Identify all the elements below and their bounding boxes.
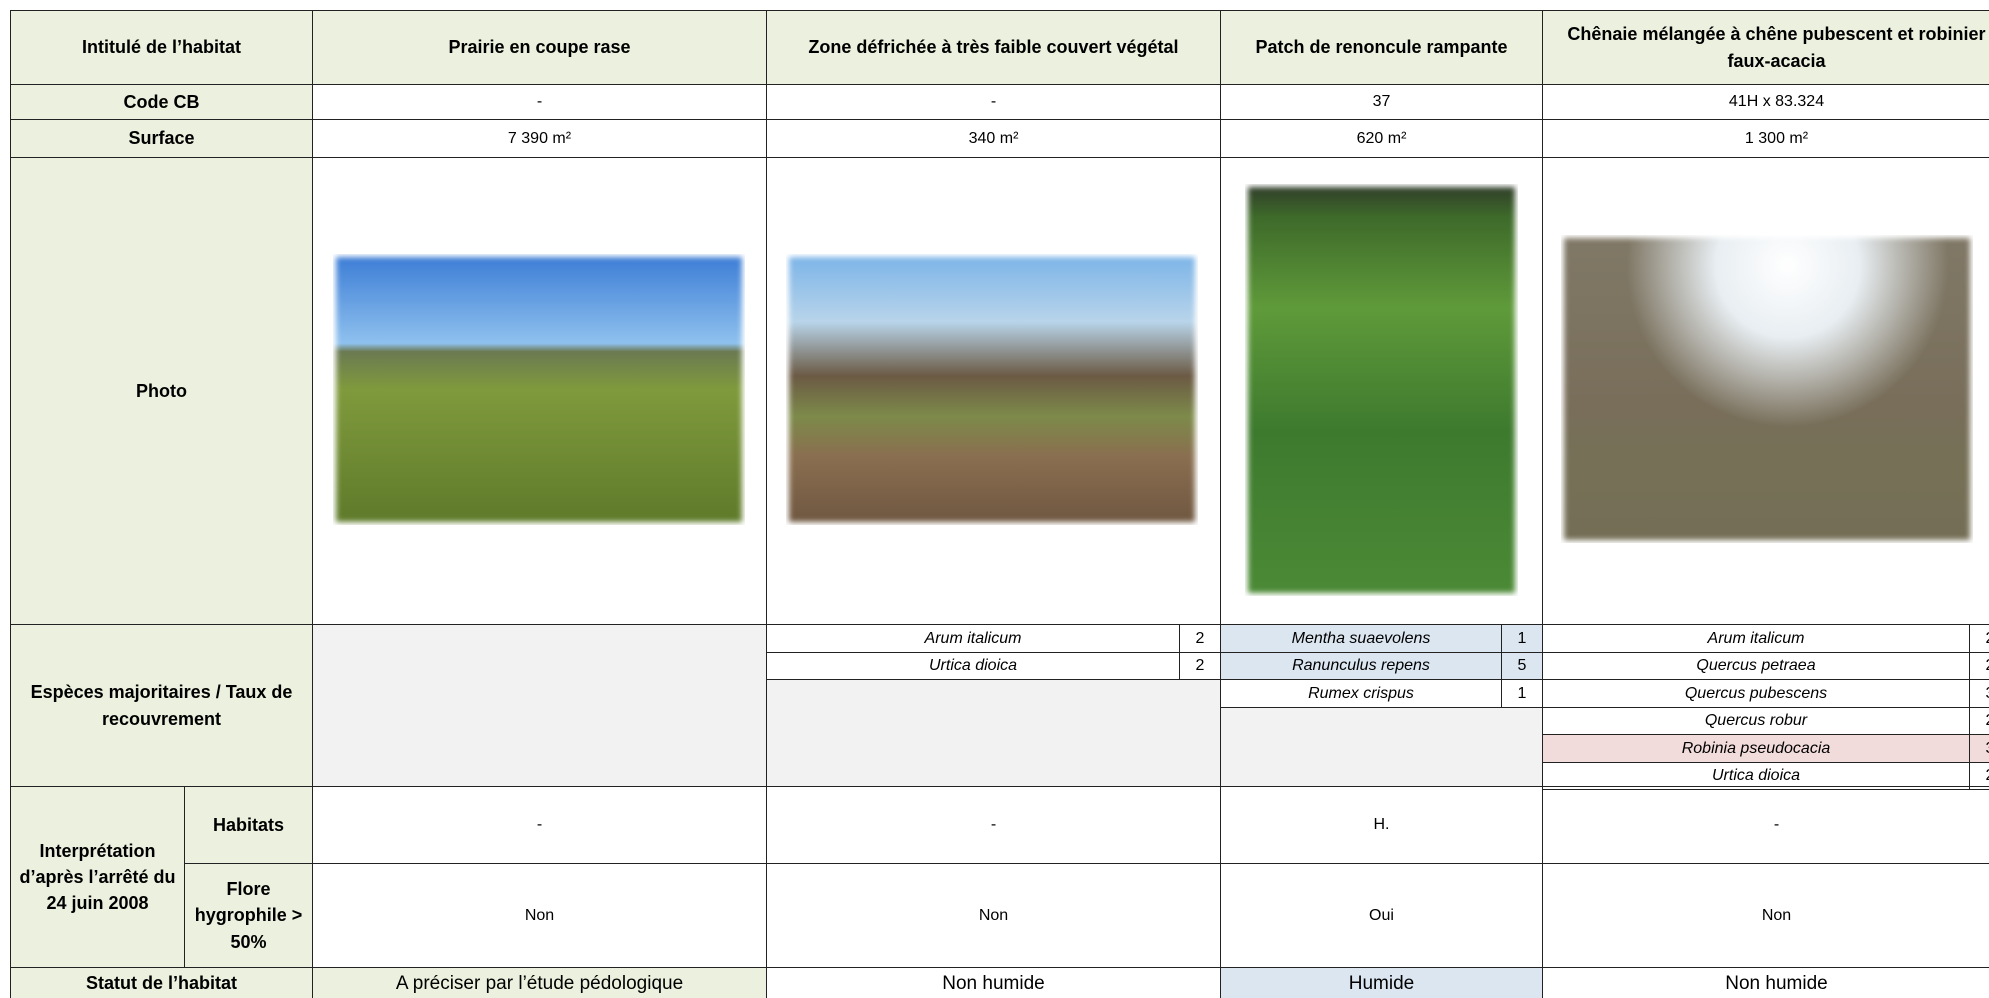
row-label: Surface bbox=[10, 119, 313, 158]
habitats-value: - bbox=[312, 786, 767, 864]
flore-value: Non bbox=[1542, 863, 1989, 968]
row-label: Flore hygrophile > 50% bbox=[184, 863, 313, 968]
photo bbox=[1245, 184, 1518, 596]
species-cover: 2 bbox=[1179, 624, 1221, 653]
species-cover: 1 bbox=[1501, 624, 1543, 653]
row-label: Photo bbox=[10, 157, 313, 625]
statut-value: Humide bbox=[1220, 967, 1543, 998]
statut-value: A préciser par l’étude pédologique bbox=[312, 967, 767, 998]
species-name: Quercus pubescens bbox=[1542, 679, 1970, 708]
statut-value: Non humide bbox=[1542, 967, 1989, 998]
habitats-value: H. bbox=[1220, 786, 1543, 864]
column-title: Chênaie mélangée à chêne pubescent et ro… bbox=[1542, 10, 1989, 85]
flore-value: Non bbox=[766, 863, 1221, 968]
species-name: Arum italicum bbox=[1542, 624, 1970, 653]
surface: 7 390 m² bbox=[312, 119, 767, 158]
empty-cell bbox=[312, 624, 767, 787]
species-name: Quercus petraea bbox=[1542, 651, 1970, 680]
row-label: Habitats bbox=[184, 786, 313, 864]
surface: 340 m² bbox=[766, 119, 1221, 158]
column-title: Prairie en coupe rase bbox=[312, 10, 767, 85]
statut-value: Non humide bbox=[766, 967, 1221, 998]
species-name: Urtica dioica bbox=[766, 651, 1180, 680]
flore-value: Non bbox=[312, 863, 767, 968]
row-label: Code CB bbox=[10, 84, 313, 120]
surface: 620 m² bbox=[1220, 119, 1543, 158]
habitats-value: - bbox=[1542, 786, 1989, 864]
row-label: Intitulé de l’habitat bbox=[10, 10, 313, 85]
habitats-value: - bbox=[766, 786, 1221, 864]
code-cb: - bbox=[312, 84, 767, 120]
species-name: Robinia pseudocacia bbox=[1542, 734, 1970, 763]
empty-cell bbox=[766, 679, 1221, 787]
species-cover: 1 bbox=[1501, 679, 1543, 708]
species-cover: 3 bbox=[1969, 734, 1989, 763]
code-cb: 41H x 83.324 bbox=[1542, 84, 1989, 120]
row-label: Interprétation d’après l’arrêté du 24 ju… bbox=[10, 786, 185, 968]
species-cover: 2 bbox=[1969, 624, 1989, 653]
photo bbox=[1561, 235, 1973, 543]
species-cover: 5 bbox=[1501, 651, 1543, 680]
species-cover: 2 bbox=[1969, 706, 1989, 735]
column-title: Patch de renoncule rampante bbox=[1220, 10, 1543, 85]
photo bbox=[786, 254, 1198, 525]
code-cb: 37 bbox=[1220, 84, 1543, 120]
species-name: Ranunculus repens bbox=[1220, 651, 1502, 680]
species-name: Rumex crispus bbox=[1220, 679, 1502, 708]
species-cover: 2 bbox=[1969, 761, 1989, 790]
flore-value: Oui bbox=[1220, 863, 1543, 968]
species-cover: 3 bbox=[1969, 679, 1989, 708]
column-title: Zone défrichée à très faible couvert vég… bbox=[766, 10, 1221, 85]
empty-cell bbox=[1220, 706, 1543, 787]
photo bbox=[333, 254, 745, 525]
row-label: Espèces majoritaires / Taux de recouvrem… bbox=[10, 624, 313, 787]
surface: 1 300 m² bbox=[1542, 119, 1989, 158]
code-cb: - bbox=[766, 84, 1221, 120]
row-label: Statut de l’habitat bbox=[10, 967, 313, 998]
species-cover: 2 bbox=[1179, 651, 1221, 680]
species-name: Quercus robur bbox=[1542, 706, 1970, 735]
species-name: Arum italicum bbox=[766, 624, 1180, 653]
species-cover: 2 bbox=[1969, 651, 1989, 680]
species-name: Mentha suaevolens bbox=[1220, 624, 1502, 653]
